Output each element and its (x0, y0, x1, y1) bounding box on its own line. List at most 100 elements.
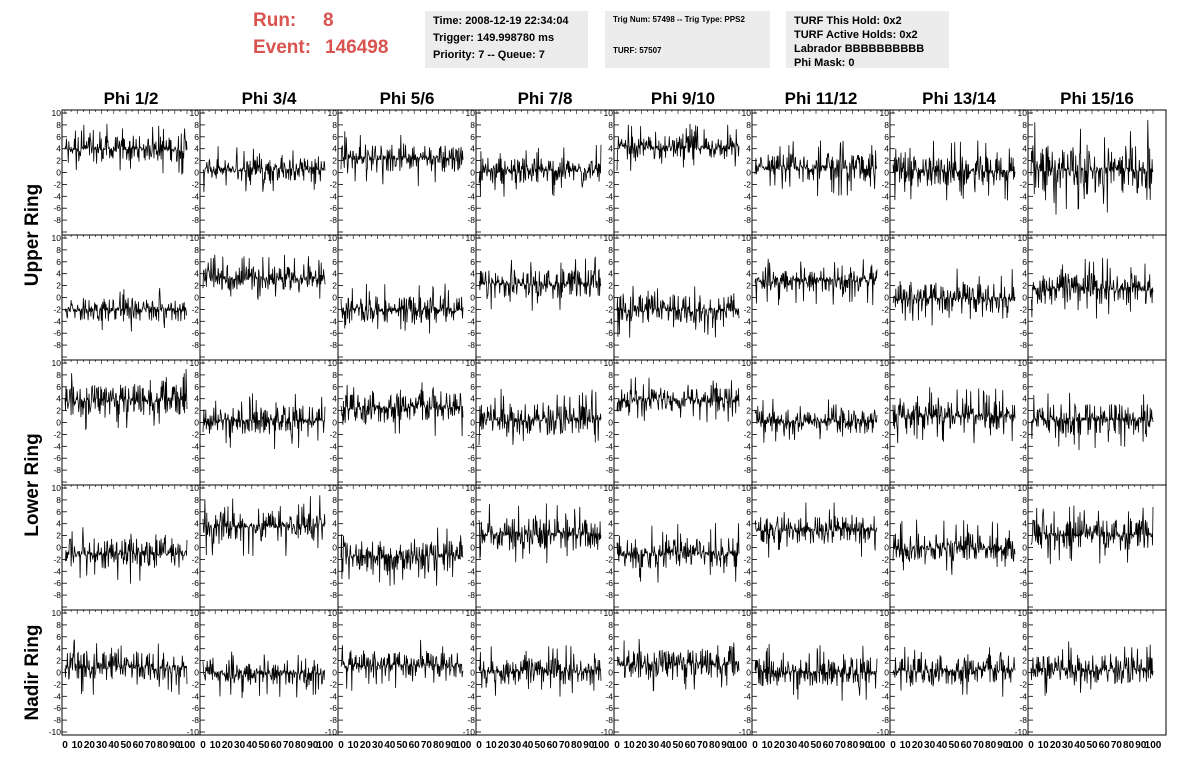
y-tick-label: 8 (56, 120, 61, 130)
y-tick-label: 4 (746, 394, 751, 404)
y-tick-label: 6 (1022, 507, 1027, 517)
x-tick-label: 40 (522, 740, 534, 751)
waveform-trace (616, 638, 740, 692)
y-tick-label: 4 (194, 269, 199, 279)
y-tick-label: 10 (604, 358, 614, 368)
event-label: Event: (253, 37, 312, 58)
y-tick-label: -6 (1019, 578, 1027, 588)
waveform-trace (340, 283, 464, 334)
y-tick-label: 0 (884, 293, 889, 303)
x-tick-label: 0 (890, 740, 896, 751)
y-tick-label: 0 (194, 543, 199, 553)
x-tick-label: 80 (847, 740, 859, 751)
y-tick-label: 6 (470, 507, 475, 517)
y-tick-label: -4 (329, 441, 337, 451)
waveform-trace (1030, 641, 1154, 696)
waveform-trace (1030, 392, 1154, 451)
trig-info-box: Trig Num: 57498 -- Trig Type: PPS2 TURF:… (605, 11, 770, 68)
x-tick-label: 100 (731, 740, 748, 751)
panel-frame (475, 359, 615, 486)
waveform-trace (340, 639, 464, 691)
y-tick-label: 0 (332, 668, 337, 678)
y-tick-label: 8 (194, 495, 199, 505)
x-tick-label: 10 (624, 740, 636, 751)
y-tick-label: 4 (746, 144, 751, 154)
y-tick-label: -6 (329, 578, 337, 588)
y-tick-label: 2 (470, 656, 475, 666)
y-tick-label: -2 (191, 554, 199, 564)
x-tick-label: 20 (774, 740, 786, 751)
y-tick-label: -2 (605, 304, 613, 314)
panel-frame (337, 359, 477, 486)
column-title: Phi 13/14 (922, 89, 996, 108)
x-tick-label: 100 (179, 740, 196, 751)
y-tick-label: 4 (470, 144, 475, 154)
y-tick-label: 2 (608, 156, 613, 166)
y-tick-label: 6 (332, 257, 337, 267)
y-tick-label: 2 (884, 656, 889, 666)
waveform-trace (340, 527, 464, 586)
y-tick-label: -6 (329, 203, 337, 213)
y-tick-label: 8 (608, 120, 613, 130)
waveform-trace (478, 144, 602, 197)
y-tick-label: -2 (53, 429, 61, 439)
y-tick-label: -6 (881, 703, 889, 713)
y-tick-label: 4 (608, 644, 613, 654)
panel-frame (61, 359, 201, 486)
y-tick-label: 4 (746, 269, 751, 279)
y-tick-label: -2 (467, 429, 475, 439)
y-tick-label: 8 (1022, 370, 1027, 380)
y-tick-label: 2 (56, 656, 61, 666)
y-tick-label: 4 (884, 144, 889, 154)
y-tick-label: 4 (746, 644, 751, 654)
y-tick-label: 10 (880, 483, 890, 493)
waveform-trace (478, 388, 602, 446)
x-tick-label: 60 (271, 740, 283, 751)
y-tick-label: 10 (466, 108, 476, 118)
x-tick-label: 100 (455, 740, 472, 751)
y-tick-label: 6 (746, 507, 751, 517)
x-tick-label: 10 (900, 740, 912, 751)
y-tick-label: 10 (190, 358, 200, 368)
y-tick-label: 4 (746, 519, 751, 529)
y-tick-label: -6 (605, 328, 613, 338)
y-tick-label: -2 (743, 179, 751, 189)
x-tick-label: 60 (823, 740, 835, 751)
y-tick-label: -4 (1019, 191, 1027, 201)
y-tick-label: 6 (194, 132, 199, 142)
y-tick-label: -4 (605, 566, 613, 576)
waveform-trace (754, 140, 878, 197)
y-tick-label: -4 (191, 691, 199, 701)
y-tick-label: 10 (466, 358, 476, 368)
y-tick-label: -4 (191, 566, 199, 576)
column-title: Phi 1/2 (104, 89, 159, 108)
y-tick-label: -6 (191, 328, 199, 338)
y-tick-label: -2 (467, 304, 475, 314)
y-tick-label: 8 (1022, 120, 1027, 130)
y-tick-label: 4 (194, 519, 199, 529)
y-tick-label: -8 (53, 465, 61, 475)
y-tick-label: -6 (881, 328, 889, 338)
y-tick-label: 0 (884, 418, 889, 428)
x-tick-label: 0 (1028, 740, 1034, 751)
waveform-trace (202, 651, 326, 699)
y-tick-label: -8 (743, 340, 751, 350)
y-tick-label: -10 (1015, 727, 1028, 737)
y-tick-label: -2 (605, 179, 613, 189)
y-tick-label: 10 (1018, 233, 1028, 243)
panel-frame (337, 109, 477, 236)
column-title: Phi 7/8 (518, 89, 573, 108)
y-tick-label: -6 (191, 703, 199, 713)
y-tick-label: -2 (329, 679, 337, 689)
y-tick-label: 6 (884, 257, 889, 267)
y-tick-label: 0 (332, 418, 337, 428)
x-tick-label: 0 (338, 740, 344, 751)
